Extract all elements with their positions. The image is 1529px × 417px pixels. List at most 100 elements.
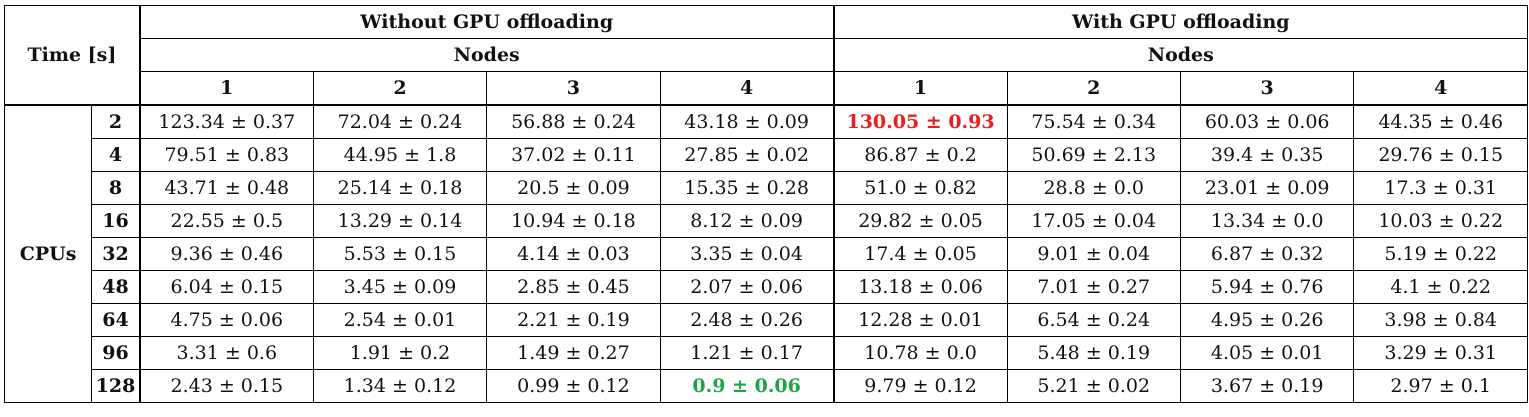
node-col-header: 2 xyxy=(1006,71,1181,106)
time-value-cell: 6.04 ± 0.15 xyxy=(138,270,314,304)
time-value-cell: 3.29 ± 0.31 xyxy=(1353,336,1528,370)
time-value-cell: 123.34 ± 0.37 xyxy=(138,104,314,139)
time-value-cell: 2.85 ± 0.45 xyxy=(486,270,661,304)
table-row: 16 22.55 ± 0.5 13.29 ± 0.14 10.94 ± 0.18 8.1… xyxy=(5,204,1528,238)
table-row: 4 79.51 ± 0.83 44.95 ± 1.8 37.02 ± 0.11 27.8… xyxy=(5,138,1528,172)
time-value-cell: 3.35 ± 0.04 xyxy=(659,237,835,271)
time-value-cell: 25.14 ± 0.18 xyxy=(312,171,488,205)
time-value-cell: 20.5 ± 0.09 xyxy=(486,171,661,205)
time-value-cell: 7.01 ± 0.27 xyxy=(1006,270,1181,304)
cpu-count-cell: 2 xyxy=(91,104,141,139)
table-row: 32 9.36 ± 0.46 5.53 ± 0.15 4.14 ± 0.03 3.35 … xyxy=(5,237,1528,271)
time-value-cell: 10.94 ± 0.18 xyxy=(486,204,661,238)
time-value-cell: 5.53 ± 0.15 xyxy=(312,237,488,271)
time-value-cell: 4.14 ± 0.03 xyxy=(486,237,661,271)
time-value-cell: 60.03 ± 0.06 xyxy=(1179,104,1355,139)
time-value-cell: 17.4 ± 0.05 xyxy=(832,237,1008,271)
table-row: 48 6.04 ± 0.15 3.45 ± 0.09 2.85 ± 0.45 2.07 … xyxy=(5,270,1528,304)
time-value-cell: 29.82 ± 0.05 xyxy=(832,204,1008,238)
time-value-cell: 1.34 ± 0.12 xyxy=(312,369,488,403)
time-value-cell: 17.05 ± 0.04 xyxy=(1006,204,1181,238)
time-value-cell: 43.71 ± 0.48 xyxy=(138,171,314,205)
time-value-cell: 3.45 ± 0.09 xyxy=(312,270,488,304)
time-value-cell: 29.76 ± 0.15 xyxy=(1353,138,1528,172)
time-value-cell: 9.36 ± 0.46 xyxy=(138,237,314,271)
time-value-cell: 51.0 ± 0.82 xyxy=(832,171,1008,205)
table-row: 128 2.43 ± 0.15 1.34 ± 0.12 0.99 ± 0.12 0.9 … xyxy=(5,369,1528,403)
time-value-cell: 3.98 ± 0.84 xyxy=(1353,303,1528,337)
time-value-cell: 5.48 ± 0.19 xyxy=(1006,336,1181,370)
time-value-cell: 2.48 ± 0.26 xyxy=(659,303,835,337)
nodes-label-without-gpu: Nodes xyxy=(138,38,835,72)
time-value-cell: 4.1 ± 0.22 xyxy=(1353,270,1528,304)
cpu-count-cell: 48 xyxy=(91,270,141,304)
time-value-cell: 23.01 ± 0.09 xyxy=(1179,171,1355,205)
time-value-cell: 2.54 ± 0.01 xyxy=(312,303,488,337)
time-value-cell: 13.18 ± 0.06 xyxy=(832,270,1008,304)
node-col-header: 1 xyxy=(832,71,1008,106)
time-value-cell: 3.31 ± 0.6 xyxy=(138,336,314,370)
time-value-cell: 72.04 ± 0.24 xyxy=(312,104,488,139)
time-value-cell: 4.95 ± 0.26 xyxy=(1179,303,1355,337)
table-row: 64 4.75 ± 0.06 2.54 ± 0.01 2.21 ± 0.19 2.48 … xyxy=(5,303,1528,337)
cpu-count-cell: 96 xyxy=(91,336,141,370)
time-value-cell: 37.02 ± 0.11 xyxy=(486,138,661,172)
row-group-label: CPUs xyxy=(3,104,93,403)
time-value-cell: 27.85 ± 0.02 xyxy=(659,138,835,172)
time-value-cell: 6.87 ± 0.32 xyxy=(1179,237,1355,271)
time-value-cell: 6.54 ± 0.24 xyxy=(1006,303,1181,337)
time-value-cell: 10.78 ± 0.0 xyxy=(832,336,1008,370)
time-value-cell: 9.01 ± 0.04 xyxy=(1006,237,1181,271)
time-value-cell: 1.91 ± 0.2 xyxy=(312,336,488,370)
cpu-count-cell: 8 xyxy=(91,171,141,205)
time-value-cell: 2.21 ± 0.19 xyxy=(486,303,661,337)
time-value-cell: 13.29 ± 0.14 xyxy=(312,204,488,238)
time-value-cell: 44.35 ± 0.46 xyxy=(1353,104,1528,139)
time-value-cell: 79.51 ± 0.83 xyxy=(138,138,314,172)
time-value-cell: 5.19 ± 0.22 xyxy=(1353,237,1528,271)
timing-table: Time [s] Without GPU offloading With GPU… xyxy=(3,5,1528,403)
time-value-cell: 15.35 ± 0.28 xyxy=(659,171,835,205)
time-value-cell: 86.87 ± 0.2 xyxy=(832,138,1008,172)
node-col-header: 3 xyxy=(486,71,661,106)
time-value-cell: 5.21 ± 0.02 xyxy=(1006,369,1181,403)
node-col-header: 1 xyxy=(138,71,314,106)
time-value-cell: 8.12 ± 0.09 xyxy=(659,204,835,238)
node-col-header: 4 xyxy=(659,71,835,106)
cpu-count-cell: 16 xyxy=(91,204,141,238)
cpu-count-cell: 128 xyxy=(91,369,141,403)
corner-label: Time [s] xyxy=(3,5,141,106)
time-value-cell: 17.3 ± 0.31 xyxy=(1353,171,1528,205)
time-value-cell: 1.21 ± 0.17 xyxy=(659,336,835,370)
cpu-count-cell: 4 xyxy=(91,138,141,172)
table-row: 96 3.31 ± 0.6 1.91 ± 0.2 1.49 ± 0.27 1.21 ± … xyxy=(5,336,1528,370)
time-value-cell: 22.55 ± 0.5 xyxy=(138,204,314,238)
time-value-cell: 130.05 ± 0.93 xyxy=(832,104,1008,139)
time-value-cell: 50.69 ± 2.13 xyxy=(1006,138,1181,172)
time-value-cell: 28.8 ± 0.0 xyxy=(1006,171,1181,205)
node-col-header: 3 xyxy=(1179,71,1355,106)
table-row: CPUs 2 123.34 ± 0.37 72.04 ± 0.24 56.88 ± 0.… xyxy=(3,104,1528,403)
time-value-cell: 12.28 ± 0.01 xyxy=(832,303,1008,337)
time-value-cell: 4.75 ± 0.06 xyxy=(138,303,314,337)
time-value-cell: 0.99 ± 0.12 xyxy=(486,369,661,403)
table-body: CPUs 2 123.34 ± 0.37 72.04 ± 0.24 56.88 ± 0.… xyxy=(3,104,1528,403)
time-value-cell: 39.4 ± 0.35 xyxy=(1179,138,1355,172)
table-row: 8 43.71 ± 0.48 25.14 ± 0.18 20.5 ± 0.09 15.3… xyxy=(5,171,1528,205)
time-value-cell: 0.9 ± 0.06 xyxy=(659,369,835,403)
table-header: Time [s] Without GPU offloading With GPU… xyxy=(3,5,1528,106)
time-value-cell: 44.95 ± 1.8 xyxy=(312,138,488,172)
time-value-cell: 3.67 ± 0.19 xyxy=(1179,369,1355,403)
time-value-cell: 43.18 ± 0.09 xyxy=(659,104,835,139)
group-header-with-gpu: With GPU offloading xyxy=(832,5,1528,39)
time-value-cell: 4.05 ± 0.01 xyxy=(1179,336,1355,370)
time-value-cell: 2.07 ± 0.06 xyxy=(659,270,835,304)
time-value-cell: 2.97 ± 0.1 xyxy=(1353,369,1528,403)
node-col-header: 2 xyxy=(312,71,488,106)
time-value-cell: 2.43 ± 0.15 xyxy=(138,369,314,403)
time-value-cell: 75.54 ± 0.34 xyxy=(1006,104,1181,139)
time-value-cell: 9.79 ± 0.12 xyxy=(832,369,1008,403)
time-value-cell: 10.03 ± 0.22 xyxy=(1353,204,1528,238)
node-col-header: 4 xyxy=(1353,71,1528,106)
cpu-count-cell: 32 xyxy=(91,237,141,271)
